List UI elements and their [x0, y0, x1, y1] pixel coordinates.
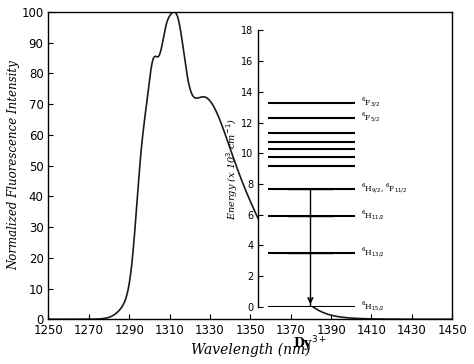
Text: $^6$H$_{9/2}$, $^6$F$_{11/2}$: $^6$H$_{9/2}$, $^6$F$_{11/2}$ — [361, 182, 407, 196]
Text: Dy$^{3+}$: Dy$^{3+}$ — [293, 335, 328, 354]
Text: $^6$H$_{13/2}$: $^6$H$_{13/2}$ — [361, 246, 384, 260]
Y-axis label: Normalized Fluorescence Intensity: Normalized Fluorescence Intensity — [7, 61, 20, 270]
X-axis label: Wavelength (nm): Wavelength (nm) — [191, 343, 310, 357]
Text: $^6$F$_{5/2}$: $^6$F$_{5/2}$ — [361, 111, 380, 125]
Y-axis label: Energy (x 10$^3$ cm$^{-1}$): Energy (x 10$^3$ cm$^{-1}$) — [224, 118, 240, 220]
Text: $^6$H$_{15/2}$: $^6$H$_{15/2}$ — [361, 300, 384, 314]
Text: $^6$H$_{11/2}$: $^6$H$_{11/2}$ — [361, 209, 384, 223]
Text: $^6$F$_{3/2}$: $^6$F$_{3/2}$ — [361, 95, 380, 110]
